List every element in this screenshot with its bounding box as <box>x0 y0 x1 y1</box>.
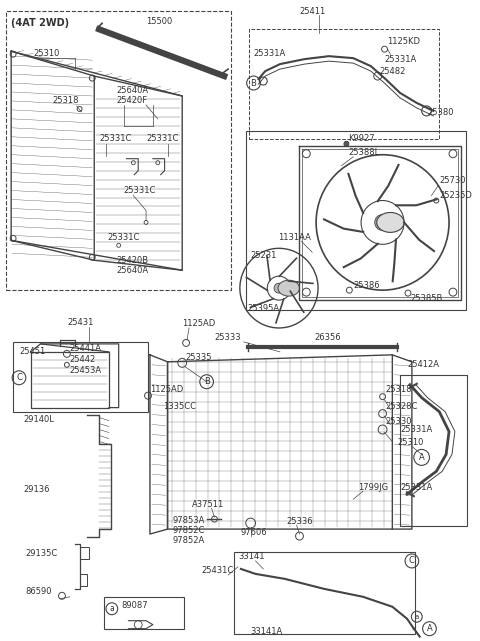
Text: 25231: 25231 <box>251 251 277 260</box>
Text: 25420B: 25420B <box>117 256 149 265</box>
Text: 25333: 25333 <box>215 333 241 342</box>
Text: 25420F: 25420F <box>117 96 148 106</box>
Text: 25482: 25482 <box>380 67 406 76</box>
Text: 25335: 25335 <box>185 353 212 362</box>
Text: 25331A: 25331A <box>400 483 432 492</box>
Text: 25431C: 25431C <box>202 567 234 576</box>
Text: 33141: 33141 <box>238 553 264 562</box>
Ellipse shape <box>377 212 404 233</box>
Text: 25330: 25330 <box>385 417 412 426</box>
Text: 97853A: 97853A <box>172 515 205 524</box>
Text: 25310: 25310 <box>397 438 424 447</box>
Text: 1799JG: 1799JG <box>358 483 388 492</box>
Text: a: a <box>415 613 419 620</box>
Text: 25331A: 25331A <box>384 54 417 63</box>
Text: K9927: K9927 <box>348 135 375 144</box>
Text: A: A <box>427 624 432 633</box>
Text: 1125AD: 1125AD <box>182 319 216 328</box>
Text: 25331C: 25331C <box>99 135 132 144</box>
Text: 1125KD: 1125KD <box>387 37 420 46</box>
Text: 1335CC: 1335CC <box>163 402 196 411</box>
Text: 25318: 25318 <box>52 96 79 106</box>
Bar <box>400 375 467 526</box>
Text: 25640A: 25640A <box>117 87 149 96</box>
Text: 25318: 25318 <box>385 385 412 394</box>
Text: B: B <box>204 378 210 387</box>
Text: 25385B: 25385B <box>410 294 442 303</box>
Text: 25730: 25730 <box>439 176 466 185</box>
Text: 29135C: 29135C <box>26 549 58 558</box>
Text: 97606: 97606 <box>241 528 267 537</box>
Text: 25331C: 25331C <box>146 135 179 144</box>
Text: 15500: 15500 <box>146 17 172 26</box>
Text: 25331A: 25331A <box>400 425 432 434</box>
Text: 25411: 25411 <box>300 7 326 16</box>
Bar <box>249 29 439 139</box>
Text: 25336: 25336 <box>287 517 313 526</box>
Bar <box>234 552 415 634</box>
Text: 25442: 25442 <box>70 355 96 364</box>
Text: 25310: 25310 <box>34 49 60 58</box>
Text: 25386: 25386 <box>353 281 380 290</box>
Text: 25331C: 25331C <box>123 186 156 195</box>
Text: 1131AA: 1131AA <box>278 233 311 242</box>
Text: C: C <box>409 556 415 565</box>
Text: 25235D: 25235D <box>439 191 472 200</box>
Circle shape <box>375 215 390 230</box>
Text: 29140L: 29140L <box>23 415 54 424</box>
Text: 1125AD: 1125AD <box>150 385 183 394</box>
Text: 25331A: 25331A <box>253 49 286 58</box>
Text: 33141A: 33141A <box>251 627 283 636</box>
Text: 97852A: 97852A <box>172 535 204 545</box>
Text: 26356: 26356 <box>314 333 341 342</box>
Bar <box>13 342 148 412</box>
Text: 25640A: 25640A <box>117 266 149 275</box>
Text: 97852C: 97852C <box>172 526 205 535</box>
Text: 25412A: 25412A <box>407 360 439 369</box>
Text: 25388L: 25388L <box>348 148 380 157</box>
Bar <box>6 12 231 290</box>
Circle shape <box>344 141 349 146</box>
Text: 89087: 89087 <box>121 601 148 610</box>
Bar <box>246 131 466 310</box>
Ellipse shape <box>278 280 300 296</box>
Text: a: a <box>109 604 114 613</box>
Text: 29136: 29136 <box>23 485 49 494</box>
Text: 25328C: 25328C <box>385 402 418 411</box>
Text: 25431: 25431 <box>68 319 94 328</box>
Text: 86590: 86590 <box>26 587 52 596</box>
Text: A: A <box>419 453 424 462</box>
Text: 25331C: 25331C <box>107 233 139 242</box>
Text: 25451: 25451 <box>19 347 45 356</box>
Circle shape <box>274 283 284 293</box>
Text: B: B <box>251 79 256 88</box>
Text: (4AT 2WD): (4AT 2WD) <box>11 19 69 28</box>
Text: C: C <box>16 373 22 382</box>
Bar <box>104 597 184 629</box>
Text: 25395A: 25395A <box>248 304 280 313</box>
Text: 25453A: 25453A <box>70 366 102 375</box>
Text: 25380: 25380 <box>428 108 454 117</box>
Text: A37511: A37511 <box>192 500 224 509</box>
Text: 25441A: 25441A <box>70 344 102 353</box>
